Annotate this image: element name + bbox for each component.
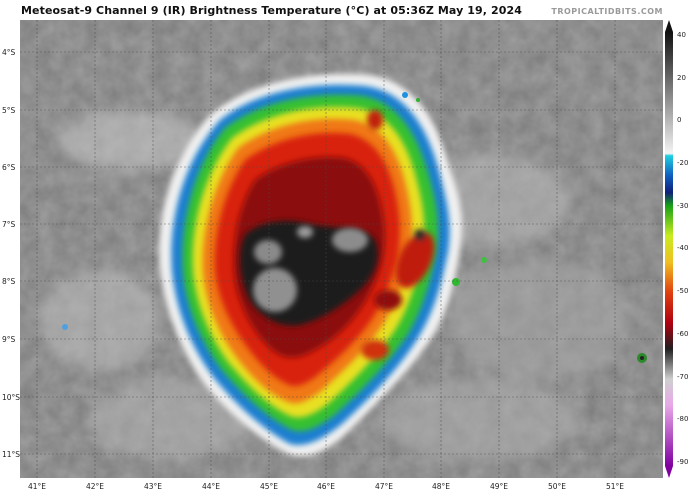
colorbar-label-minus30: -30 [677, 202, 689, 210]
colorbar-label-minus20: -20 [677, 159, 689, 167]
lon-label-49e: 49°E [489, 482, 509, 491]
colorbar-label-0: 0 [677, 116, 682, 124]
satellite-map[interactable] [20, 20, 663, 478]
colorbar-label-minus90: -90 [677, 458, 689, 466]
lat-label-8s: 8°S [2, 277, 16, 286]
colorbar-label-minus50: -50 [677, 287, 689, 295]
lat-label-11s: 11°S [2, 450, 21, 459]
colorbar-label-40: 40 [677, 31, 686, 39]
lat-label-5s: 5°S [2, 106, 16, 115]
lon-label-45e: 45°E [259, 482, 279, 491]
lon-label-42e: 42°E [85, 482, 105, 491]
lon-label-44e: 44°E [201, 482, 221, 491]
ir-imagery [20, 20, 663, 478]
lon-label-46e: 46°E [316, 482, 336, 491]
lon-label-47e: 47°E [374, 482, 394, 491]
colorbar-label-minus60: -60 [677, 330, 689, 338]
lat-label-7s: 7°S [2, 220, 16, 229]
map-title: Meteosat-9 Channel 9 (IR) Brightness Tem… [21, 4, 522, 17]
temperature-colorbar [665, 20, 673, 478]
credit-text: TROPICALTIDBITS.COM [551, 7, 663, 16]
colorbar-label-minus40: -40 [677, 244, 689, 252]
colorbar-label-20: 20 [677, 74, 686, 82]
lon-label-48e: 48°E [431, 482, 451, 491]
lat-label-6s: 6°S [2, 163, 16, 172]
lon-label-51e: 51°E [605, 482, 625, 491]
lon-label-50e: 50°E [547, 482, 567, 491]
lat-label-10s: 10°S [2, 393, 21, 402]
colorbar-label-minus80: -80 [677, 415, 689, 423]
lon-label-41e: 41°E [27, 482, 47, 491]
lat-label-9s: 9°S [2, 335, 16, 344]
lat-label-4s: 4°S [2, 48, 16, 57]
lon-label-43e: 43°E [143, 482, 163, 491]
colorbar-label-minus70: -70 [677, 373, 689, 381]
